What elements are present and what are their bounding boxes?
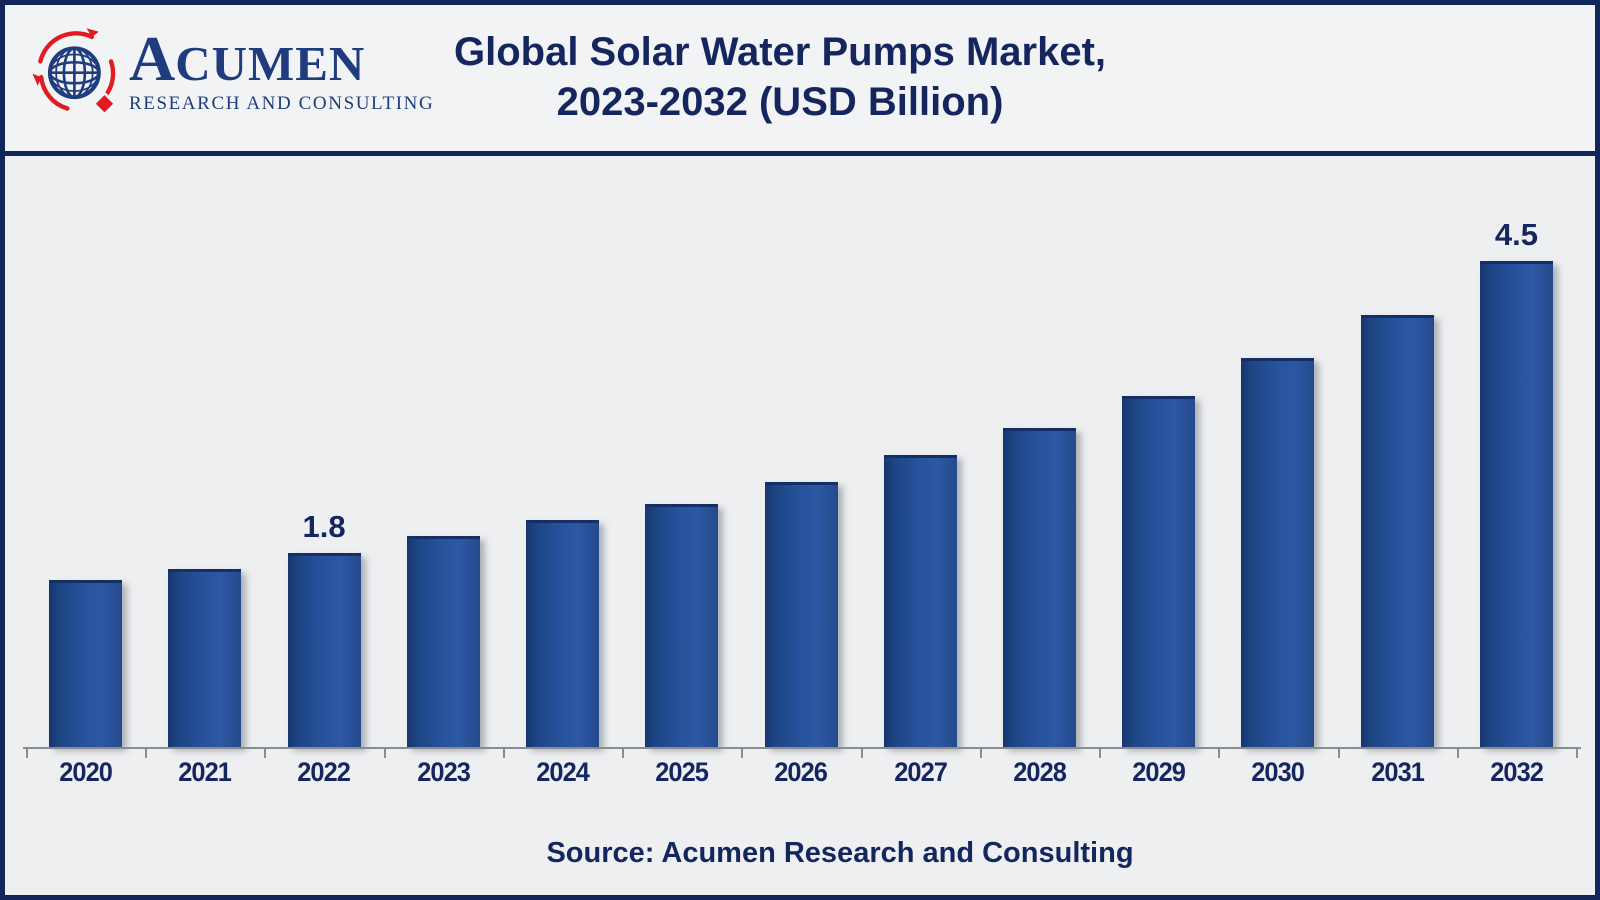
x-tick-label-2023: 2023 (416, 757, 471, 787)
axis-tick (1099, 749, 1102, 758)
bar-2030 (1241, 358, 1315, 747)
axis-tick (1456, 749, 1459, 758)
header-divider (5, 151, 1595, 156)
axis-tick (264, 749, 267, 758)
bar-column-2022: 1.8 (264, 509, 383, 747)
bar-column-2021 (145, 569, 264, 747)
axis-tick (1337, 749, 1340, 758)
brand-tagline: RESEARCH AND CONSULTING (129, 93, 435, 114)
bar-2023 (406, 536, 480, 747)
x-axis-labels: 2020 2021 2022 2023 2024 2025 2026 2027 2028 2029… (26, 757, 1576, 788)
globe-icon (32, 28, 117, 117)
axis-tick (383, 749, 386, 758)
bar-2025 (645, 504, 719, 747)
x-tick-label-2030: 2030 (1251, 757, 1306, 787)
bar-chart: 1.8 4.5 2020 2021 2022 2023 2024 2025 2026 2027 2… (5, 156, 1595, 895)
axis-tick (860, 749, 863, 758)
bar-2032 (1479, 261, 1553, 747)
bar-column-2030 (1218, 358, 1337, 747)
bar-value-label-2022: 1.8 (302, 509, 346, 544)
axis-tick (145, 749, 148, 758)
x-tick-label-2027: 2027 (893, 757, 948, 787)
x-tick-label-2028: 2028 (1013, 757, 1067, 787)
axis-tick (979, 749, 982, 758)
x-tick-label-2026: 2026 (774, 757, 829, 787)
x-tick-label-2025: 2025 (655, 757, 709, 787)
bar-value-label-2032: 4.5 (1494, 217, 1538, 252)
bar-column-2032: 4.5 (1457, 217, 1576, 747)
bar-2026 (764, 482, 838, 747)
bar-column-2024 (503, 520, 622, 747)
bar-column-2028 (980, 428, 1099, 747)
axis-tick (26, 749, 28, 758)
bar-2027 (883, 455, 957, 747)
chart-title-line1: Global Solar Water Pumps Market, (453, 30, 1106, 74)
bar-column-2023 (384, 536, 503, 747)
bar-2029 (1122, 396, 1196, 747)
chart-title: Global Solar Water Pumps Market, 2023-20… (5, 27, 1575, 127)
axis-tick (502, 749, 505, 758)
acumen-logo: ACUMEN RESEARCH AND CONSULTING (29, 23, 434, 119)
axis-tick (1218, 749, 1221, 758)
bar-column-2029 (1099, 396, 1218, 747)
bar-2028 (1002, 428, 1076, 747)
bar-column-2026 (741, 482, 860, 747)
bar-column-2027 (861, 455, 980, 747)
bar-2020 (49, 580, 123, 747)
bar-column-2020 (26, 580, 145, 747)
brand-rest: CUMEN (175, 36, 366, 91)
x-tick-label-2032: 2032 (1490, 757, 1544, 787)
bar-2024 (526, 520, 600, 747)
header: ACUMEN RESEARCH AND CONSULTING Global So… (5, 5, 1595, 151)
bar-column-2031 (1338, 315, 1457, 747)
axis-tick (1576, 749, 1578, 758)
x-axis-line (23, 747, 1581, 758)
brand-initial: A (129, 23, 176, 94)
logo-text: ACUMEN RESEARCH AND CONSULTING (129, 27, 434, 115)
x-tick-label-2031: 2031 (1370, 757, 1425, 787)
bar-2021 (168, 569, 242, 747)
plot-area: 1.8 4.5 (26, 156, 1576, 747)
x-tick-label-2029: 2029 (1132, 757, 1186, 787)
bar-2031 (1360, 315, 1434, 747)
axis-tick (622, 749, 625, 758)
x-tick-label-2021: 2021 (178, 757, 232, 787)
brand-name: ACUMEN (129, 27, 434, 91)
x-tick-label-2024: 2024 (536, 757, 590, 787)
x-tick-label-2020: 2020 (59, 757, 113, 787)
source-attribution: Source: Acumen Research and Consulting (546, 837, 1134, 869)
bar-2022 (287, 553, 361, 747)
x-tick-label-2022: 2022 (297, 757, 352, 787)
axis-tick (741, 749, 744, 758)
chart-title-line2: 2023-2032 (USD Billion) (556, 80, 1004, 124)
bar-column-2025 (622, 504, 741, 747)
